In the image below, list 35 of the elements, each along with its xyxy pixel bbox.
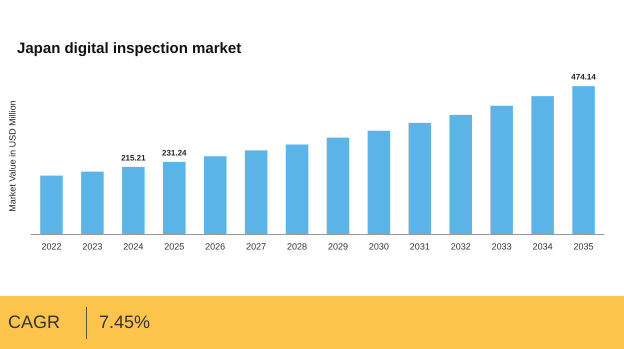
bar xyxy=(81,172,104,234)
bar xyxy=(326,138,350,234)
bar xyxy=(490,106,513,234)
x-tick-label: 2028 xyxy=(287,242,308,252)
bar xyxy=(531,96,554,234)
bar xyxy=(368,130,390,234)
chart-title: Japan digital inspection market xyxy=(17,40,242,57)
x-tick-label: 2032 xyxy=(450,242,471,252)
text: 7.45% xyxy=(99,312,150,333)
bar xyxy=(244,150,268,234)
bar xyxy=(449,114,472,234)
x-tick-label: 2030 xyxy=(368,242,389,252)
x-tick-label: 2033 xyxy=(492,242,512,252)
bar xyxy=(408,122,432,234)
x-tick-label: 2022 xyxy=(41,242,62,252)
x-tick-label: 2031 xyxy=(410,242,430,252)
y-axis-title: Market Value in USD Million xyxy=(8,100,18,212)
x-tick-label: 2029 xyxy=(328,242,348,252)
data-label: 231.24 xyxy=(162,148,188,158)
data-label: 474.14 xyxy=(571,72,596,82)
bar xyxy=(122,166,145,234)
x-tick-label: 2023 xyxy=(82,242,102,252)
x-tick-label: 2027 xyxy=(246,242,266,252)
x-tick-label: 2025 xyxy=(164,242,184,252)
x-tick-label: 2034 xyxy=(532,242,553,252)
x-tick-label: 2035 xyxy=(574,242,594,252)
bar xyxy=(286,144,308,234)
x-tick-label: 2026 xyxy=(205,242,226,252)
x-tick-label: 2024 xyxy=(123,242,144,252)
text: CAGR xyxy=(8,312,60,333)
bar xyxy=(572,86,595,234)
bar xyxy=(40,176,63,234)
data-label: 215.21 xyxy=(121,153,146,162)
bar xyxy=(162,162,186,234)
bar xyxy=(204,156,226,234)
